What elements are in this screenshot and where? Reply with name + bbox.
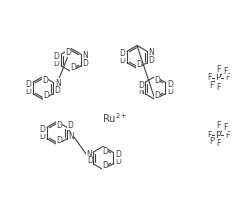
Text: D: D — [136, 60, 142, 69]
Text: D: D — [138, 81, 144, 90]
Text: F: F — [223, 123, 227, 132]
Text: N: N — [86, 150, 92, 159]
Text: F: F — [216, 64, 220, 73]
Text: D: D — [43, 91, 49, 100]
Text: D: D — [70, 63, 76, 72]
Text: D: D — [87, 156, 93, 165]
Text: D: D — [115, 157, 121, 166]
Text: F: F — [209, 138, 213, 147]
Text: F: F — [216, 83, 220, 92]
Text: D: D — [167, 80, 173, 89]
Text: D: D — [53, 52, 59, 61]
Text: F: F — [216, 140, 220, 149]
Text: N: N — [82, 51, 88, 60]
Text: D: D — [119, 49, 125, 58]
Text: D: D — [82, 59, 88, 68]
Text: D: D — [53, 59, 59, 68]
Text: P: P — [215, 131, 221, 140]
Text: N: N — [55, 79, 61, 88]
Text: D: D — [54, 86, 60, 95]
Text: F: F — [223, 67, 227, 76]
Text: D: D — [67, 121, 73, 130]
Text: F: F — [216, 122, 220, 131]
Text: N: N — [138, 87, 144, 96]
Text: D: D — [102, 161, 108, 170]
Text: D: D — [42, 76, 48, 85]
Text: N: N — [68, 132, 74, 141]
Text: P: P — [215, 73, 221, 83]
Text: F: F — [207, 131, 211, 140]
Text: D: D — [56, 136, 62, 145]
Text: D: D — [154, 76, 160, 85]
Text: D: D — [119, 56, 125, 65]
Text: D: D — [56, 121, 62, 130]
Text: D: D — [115, 150, 121, 159]
Text: F: F — [225, 131, 229, 140]
Text: N: N — [148, 48, 154, 57]
Text: D: D — [167, 87, 173, 96]
Text: Ru$^{2+}$: Ru$^{2+}$ — [102, 111, 128, 125]
Text: F: F — [225, 73, 229, 83]
Text: D: D — [25, 80, 31, 89]
Text: F: F — [207, 73, 211, 83]
Text: D: D — [154, 91, 160, 100]
Text: D: D — [102, 147, 108, 156]
Text: D: D — [39, 132, 45, 141]
Text: F: F — [209, 80, 213, 89]
Text: D: D — [39, 125, 45, 134]
Text: D: D — [148, 56, 154, 65]
Text: D: D — [65, 48, 71, 57]
Text: D: D — [25, 87, 31, 96]
